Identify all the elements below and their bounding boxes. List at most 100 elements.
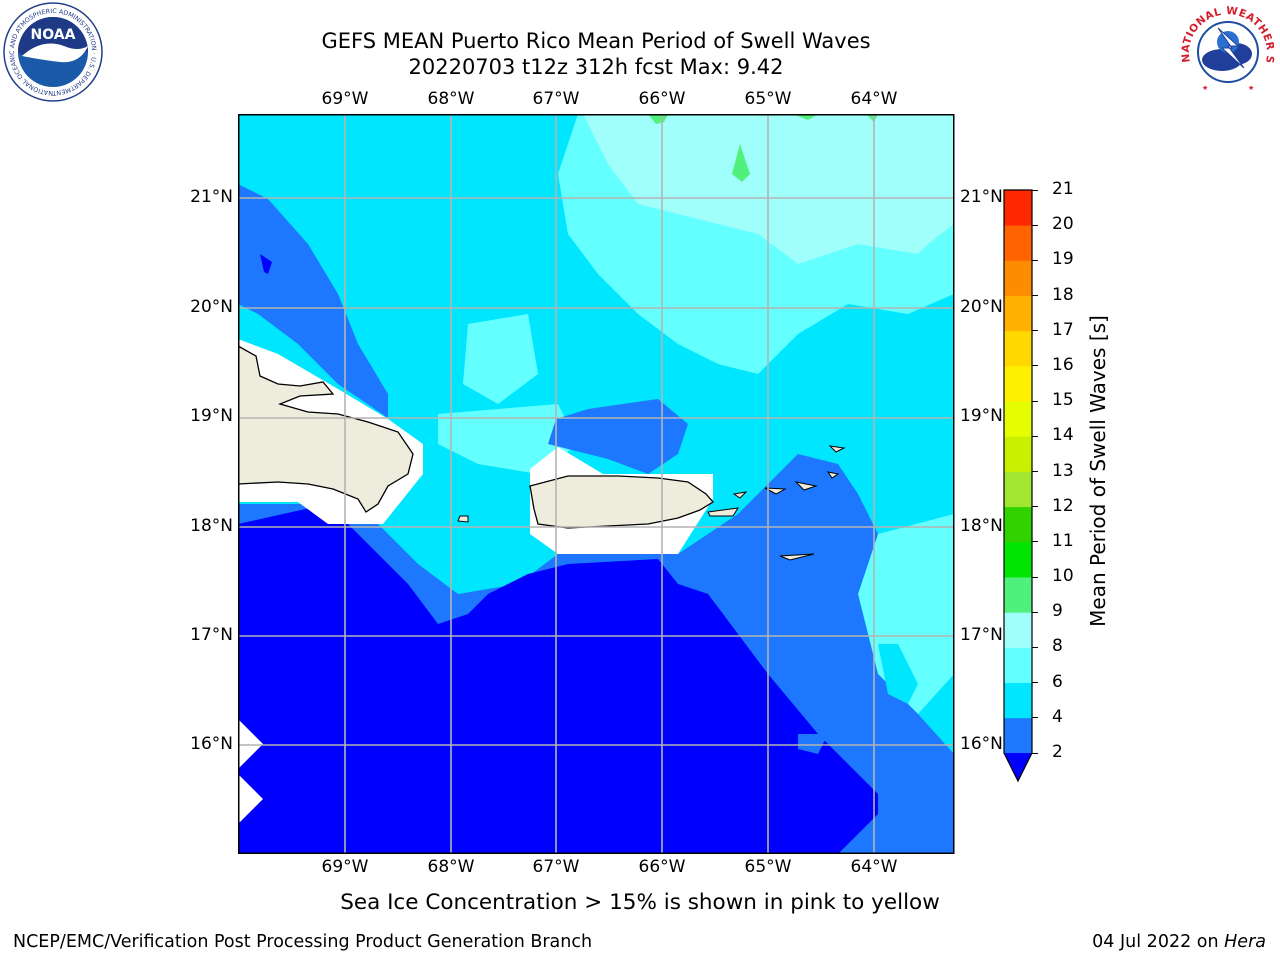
lon-tick-bottom: 69°W bbox=[321, 857, 369, 877]
noaa-logo: NATIONAL OCEANIC AND ATMOSPHERIC ADMINIS… bbox=[2, 2, 103, 102]
lat-tick-left: 20°N bbox=[190, 297, 233, 317]
lat-tick-left: 18°N bbox=[190, 516, 233, 536]
colorbar-segment bbox=[1004, 330, 1032, 367]
noaa-wordmark: NOAA bbox=[31, 27, 76, 43]
colorbar-tick-mark bbox=[1032, 330, 1038, 332]
colorbar-tick-label: 8 bbox=[1052, 636, 1063, 657]
colorbar-segment bbox=[1004, 682, 1032, 719]
colorbar-label: Mean Period of Swell Waves [s] bbox=[1086, 315, 1110, 627]
lat-tick-left: 16°N bbox=[190, 734, 233, 754]
period-under-2-region bbox=[260, 254, 272, 274]
lat-tick-right: 17°N bbox=[960, 625, 1003, 645]
colorbar-tick-mark bbox=[1032, 259, 1038, 261]
colorbar-tick-label: 6 bbox=[1052, 671, 1063, 692]
lon-tick-top: 69°W bbox=[321, 89, 369, 109]
lat-tick-left: 21°N bbox=[190, 187, 233, 207]
no-data-region bbox=[238, 774, 263, 824]
map-subtitle: 20220703 t12z 312h fcst Max: 9.42 bbox=[408, 55, 784, 79]
island-landmass bbox=[794, 481, 818, 491]
lon-tick-top: 65°W bbox=[744, 89, 792, 109]
colorbar-tick-mark bbox=[1032, 752, 1038, 754]
colorbar-tick-label: 4 bbox=[1052, 706, 1063, 727]
colorbar-outline bbox=[1003, 189, 1033, 783]
lat-tick-right: 18°N bbox=[960, 516, 1003, 536]
island-landmass bbox=[826, 471, 840, 479]
colorbar-segment bbox=[1004, 260, 1032, 296]
sea-ice-note: Sea Ice Concentration > 15% is shown in … bbox=[340, 890, 940, 915]
colorbar-tick-label: 21 bbox=[1052, 179, 1074, 199]
colorbar-tick-label: 11 bbox=[1052, 530, 1074, 551]
colorbar-tick-label: 9 bbox=[1052, 601, 1063, 622]
no-data-region bbox=[238, 719, 263, 769]
colorbar-segment bbox=[1004, 647, 1032, 684]
colorbar-tick-label: 18 bbox=[1052, 284, 1074, 305]
colorbar-segment bbox=[1004, 612, 1032, 648]
colorbar-segment bbox=[1004, 190, 1032, 226]
colorbar-tick-label: 10 bbox=[1052, 566, 1074, 587]
map-title: GEFS MEAN Puerto Rico Mean Period of Swe… bbox=[321, 29, 871, 53]
island-landmass bbox=[764, 487, 787, 495]
period-9-10-region bbox=[648, 114, 668, 124]
lon-tick-bottom: 68°W bbox=[427, 857, 475, 877]
lat-tick-right: 16°N bbox=[960, 734, 1003, 754]
colorbar-tick-mark bbox=[1032, 717, 1038, 719]
colorbar-tick-label: 14 bbox=[1052, 425, 1074, 446]
colorbar-tick-label: 13 bbox=[1052, 460, 1074, 481]
colorbar-tick-mark bbox=[1032, 295, 1038, 297]
lon-tick-bottom: 65°W bbox=[744, 857, 792, 877]
footer-credit: NCEP/EMC/Verification Post Processing Pr… bbox=[13, 932, 593, 952]
footer-date-text: 04 Jul 2022 on bbox=[1092, 932, 1225, 952]
lon-tick-top: 68°W bbox=[427, 89, 475, 109]
footer-host: Hera bbox=[1224, 932, 1266, 952]
period-2-4-region bbox=[798, 734, 828, 754]
colorbar-segment bbox=[1004, 471, 1032, 508]
colorbar-tick-mark bbox=[1032, 576, 1038, 578]
period-4-6-region bbox=[878, 644, 918, 704]
lon-tick-top: 64°W bbox=[850, 89, 898, 109]
colorbar-tick-mark bbox=[1032, 435, 1038, 437]
map-frame bbox=[238, 114, 955, 854]
colorbar-tick-label: 15 bbox=[1052, 390, 1074, 411]
island-landmass bbox=[828, 445, 846, 453]
colorbar-tick-label: 2 bbox=[1052, 742, 1063, 762]
colorbar-tick-mark bbox=[1032, 541, 1038, 543]
lat-tick-left: 19°N bbox=[190, 406, 233, 426]
colorbar-tick-mark bbox=[1032, 189, 1038, 191]
lon-tick-top: 66°W bbox=[638, 89, 686, 109]
island-landmass bbox=[707, 507, 739, 517]
lon-tick-bottom: 66°W bbox=[638, 857, 686, 877]
colorbar-segment bbox=[1004, 365, 1032, 402]
period-6-8-region bbox=[438, 404, 578, 474]
lat-tick-right: 20°N bbox=[960, 297, 1003, 317]
colorbar-segment bbox=[1004, 541, 1032, 578]
lon-tick-bottom: 64°W bbox=[850, 857, 898, 877]
lon-tick-bottom: 67°W bbox=[532, 857, 580, 877]
colorbar-tick-mark bbox=[1032, 365, 1038, 367]
colorbar-segment bbox=[1004, 577, 1032, 613]
period-9-10-region bbox=[732, 144, 750, 182]
colorbar-tick-mark bbox=[1032, 611, 1038, 613]
colorbar-tick-mark bbox=[1032, 471, 1038, 472]
period-2-4-region bbox=[238, 184, 388, 418]
lat-tick-right: 21°N bbox=[960, 187, 1003, 207]
colorbar-segment bbox=[1004, 401, 1032, 437]
period-9-10-region bbox=[866, 114, 878, 122]
graticule bbox=[238, 114, 954, 854]
colorbar-segment bbox=[1004, 436, 1032, 472]
period-under-2-region bbox=[238, 504, 878, 854]
island-landmass bbox=[732, 491, 748, 499]
colorbar-under-arrow bbox=[1004, 753, 1032, 781]
nws-logo: NATIONAL WEATHER SERVICE ★ ★ bbox=[1178, 2, 1276, 99]
colorbar-tick-mark bbox=[1032, 682, 1038, 684]
colorbar-segment bbox=[1004, 295, 1032, 332]
colorbar-tick-label: 19 bbox=[1052, 249, 1074, 270]
island-landmass bbox=[457, 515, 469, 523]
colorbar-segment bbox=[1004, 506, 1032, 543]
puerto-rico-landmass bbox=[529, 475, 714, 529]
lat-tick-left: 17°N bbox=[190, 625, 233, 645]
colorbar-tick-mark bbox=[1032, 224, 1038, 226]
colorbar-tick-label: 12 bbox=[1052, 495, 1074, 516]
colorbar-tick-mark bbox=[1032, 646, 1038, 648]
colorbar-tick-label: 16 bbox=[1052, 354, 1074, 375]
colorbar-tick-mark bbox=[1032, 506, 1038, 508]
